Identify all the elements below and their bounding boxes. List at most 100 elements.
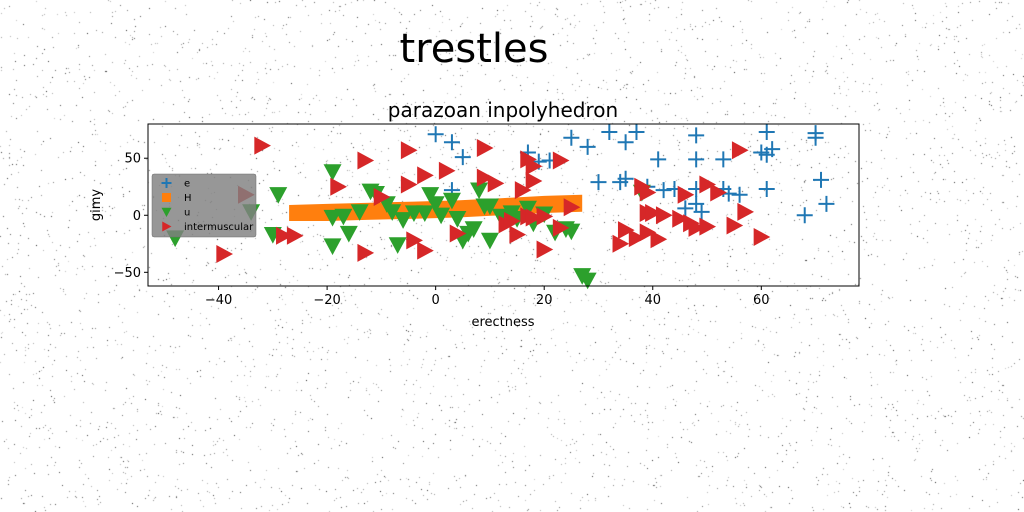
series-intermuscular-point bbox=[438, 161, 456, 180]
x-tick-label: 60 bbox=[753, 293, 770, 308]
series-e-point bbox=[715, 151, 732, 168]
legend-entry-intermuscular: intermuscular bbox=[162, 221, 254, 233]
series-intermuscular-point bbox=[487, 174, 505, 193]
series-e-point bbox=[807, 125, 824, 142]
y-tick-label: 50 bbox=[124, 152, 141, 167]
plot-marks bbox=[166, 123, 835, 290]
series-intermuscular-point bbox=[330, 177, 347, 196]
series-intermuscular-point bbox=[726, 216, 744, 235]
series-e-point bbox=[590, 174, 607, 191]
series-e-point bbox=[688, 127, 705, 144]
series-u-point bbox=[415, 205, 434, 222]
series-intermuscular-point bbox=[406, 231, 423, 250]
series-intermuscular-point bbox=[525, 208, 543, 227]
x-tick-label: 40 bbox=[644, 293, 661, 308]
series-u-point bbox=[334, 208, 353, 226]
series-intermuscular-point bbox=[254, 136, 271, 155]
series-intermuscular-point bbox=[628, 229, 646, 248]
legend-swatch bbox=[161, 207, 172, 217]
series-intermuscular-point bbox=[449, 224, 467, 243]
series-u-point bbox=[442, 192, 461, 210]
legend-swatch bbox=[162, 221, 172, 232]
series-intermuscular-point bbox=[655, 206, 673, 225]
series-intermuscular-point bbox=[514, 181, 532, 200]
series-e-point bbox=[650, 151, 667, 168]
series-u-point bbox=[480, 198, 499, 216]
series-intermuscular-point bbox=[509, 225, 527, 244]
series-u-point bbox=[448, 211, 467, 228]
series-e-point bbox=[688, 151, 705, 168]
series-intermuscular-point bbox=[677, 185, 695, 204]
x-tick-label: −20 bbox=[313, 293, 340, 308]
series-intermuscular-point bbox=[400, 141, 418, 160]
series-intermuscular-point bbox=[400, 175, 418, 194]
series-e-point bbox=[563, 129, 580, 146]
series-u-point bbox=[421, 187, 440, 204]
series-u-point bbox=[470, 182, 489, 200]
series-e-point bbox=[758, 123, 775, 140]
series-u-point bbox=[339, 225, 358, 243]
series-u-point bbox=[578, 272, 597, 290]
series-intermuscular-point bbox=[639, 183, 657, 202]
series-intermuscular-point bbox=[357, 243, 375, 262]
series-intermuscular-point bbox=[688, 218, 706, 237]
series-e-point bbox=[628, 123, 645, 140]
series-intermuscular-point bbox=[525, 157, 543, 176]
series-intermuscular-point bbox=[731, 141, 749, 160]
x-axis-label: erectness bbox=[471, 315, 534, 330]
series-e-point bbox=[758, 181, 775, 198]
series-e-point bbox=[818, 195, 835, 212]
series-e-point bbox=[796, 207, 813, 224]
series-intermuscular-point bbox=[737, 202, 755, 221]
series-intermuscular-point bbox=[645, 203, 662, 222]
series-e-point bbox=[617, 134, 634, 151]
legend-box bbox=[151, 173, 257, 238]
series-e-point bbox=[579, 138, 596, 155]
legend-entry-e: e bbox=[161, 178, 190, 190]
series-u-point bbox=[388, 237, 407, 254]
figure-title: trestles bbox=[400, 26, 549, 72]
series-intermuscular-point bbox=[216, 245, 233, 264]
series-intermuscular-point bbox=[536, 207, 554, 226]
series-e-point bbox=[813, 171, 830, 188]
series-u-point bbox=[426, 196, 445, 213]
series-intermuscular-point bbox=[525, 172, 543, 191]
series-intermuscular-point bbox=[476, 138, 494, 157]
legend-entry-H: H bbox=[162, 193, 192, 204]
series-intermuscular-point bbox=[672, 209, 689, 228]
series-u-point bbox=[518, 200, 537, 218]
series-u-point bbox=[464, 221, 483, 238]
x-tick-label: 0 bbox=[432, 293, 440, 308]
legend-swatch bbox=[162, 193, 171, 202]
series-e-point bbox=[731, 186, 748, 203]
y-axis-label: gimy bbox=[89, 189, 104, 222]
series-intermuscular-point bbox=[699, 175, 717, 194]
legend-label: e bbox=[184, 179, 190, 190]
series-intermuscular-point bbox=[276, 226, 293, 245]
legend-label: u bbox=[184, 208, 190, 219]
series-e-point bbox=[601, 123, 618, 140]
y-tick-label: 0 bbox=[133, 209, 141, 224]
series-e-point bbox=[677, 200, 694, 217]
legend-swatch bbox=[161, 178, 172, 188]
series-intermuscular-point bbox=[650, 230, 668, 249]
series-intermuscular-point bbox=[563, 198, 581, 217]
series-e-point bbox=[693, 203, 710, 220]
y-tick-label: −50 bbox=[114, 266, 141, 281]
x-tick-label: −40 bbox=[205, 293, 232, 308]
series-intermuscular-point bbox=[710, 183, 727, 202]
series-e-point bbox=[655, 182, 672, 199]
axis-ticks: −40 −20 0 20 40 60 −50 0 50 bbox=[114, 152, 770, 308]
series-intermuscular-point bbox=[373, 188, 391, 207]
series-u-point bbox=[480, 232, 499, 250]
series-intermuscular-point bbox=[753, 227, 771, 246]
series-intermuscular-point bbox=[357, 151, 375, 170]
series-u-point bbox=[323, 164, 342, 181]
series-e-point bbox=[617, 170, 634, 187]
series-u-point bbox=[323, 209, 342, 227]
series-u-point bbox=[432, 207, 451, 225]
x-tick-label: 20 bbox=[536, 293, 553, 308]
series-u-point bbox=[269, 187, 288, 204]
